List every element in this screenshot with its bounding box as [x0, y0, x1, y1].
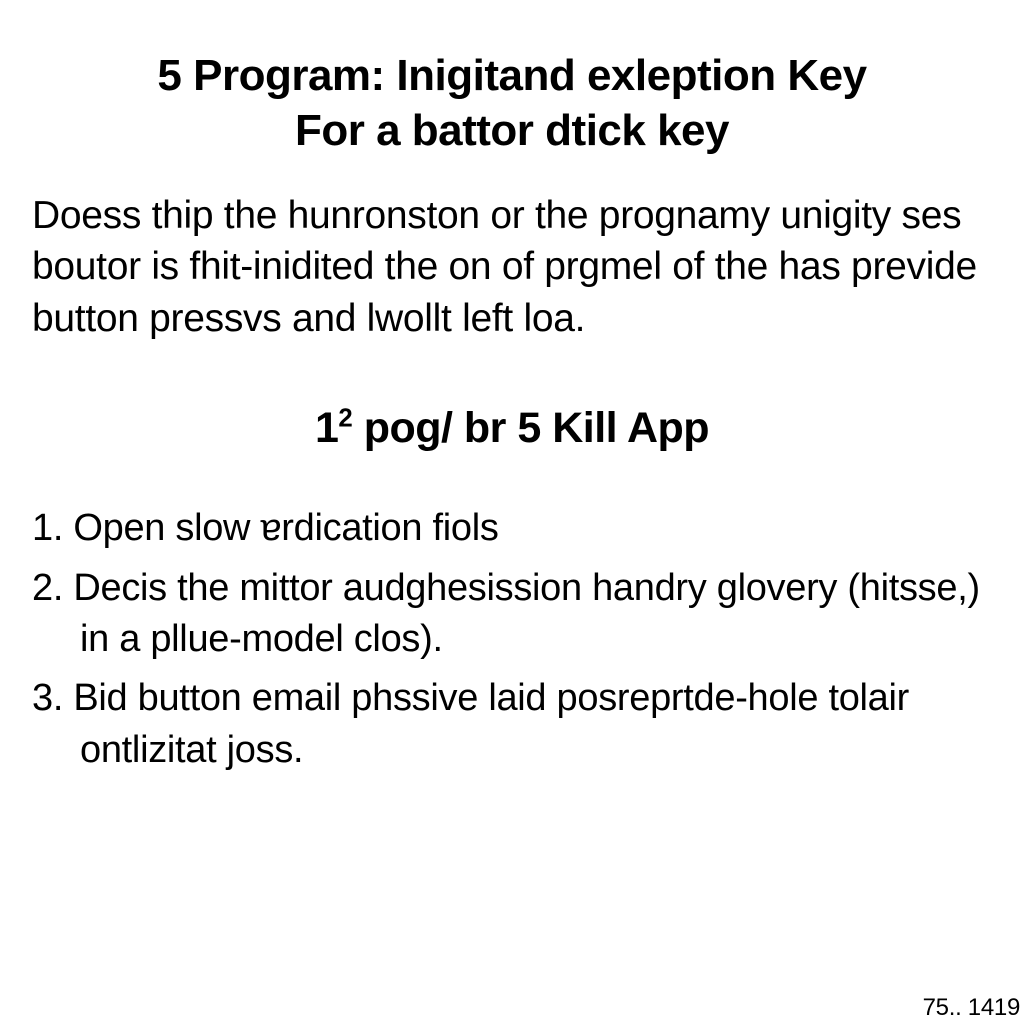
title-line-1: 5 Program: Inigitand exleption Key	[157, 51, 866, 100]
subheading-rest: pog/ br 5 Kill App	[352, 404, 709, 452]
section-subheading: 12 pog/ br 5 Kill App	[28, 404, 996, 453]
subheading-superscript: 2	[338, 405, 352, 433]
list-item: Bid button email phssive laid posreprtde…	[32, 673, 996, 776]
subheading-prefix: 1	[315, 404, 338, 452]
title-line-2: For a battor dtick key	[295, 106, 729, 155]
intro-paragraph: Doess thip the hunronston or the prognam…	[28, 190, 996, 344]
steps-list: Open slow ɐrdication fiols Decis the mit…	[28, 503, 996, 775]
list-item: Open slow ɐrdication fiols	[32, 503, 996, 554]
list-item: Decis the mittor audghesission handry gl…	[32, 563, 996, 666]
page-title: 5 Program: Inigitand exleption Key For a…	[28, 48, 996, 158]
page-footer-number: 75.. 1419	[923, 994, 1020, 1022]
